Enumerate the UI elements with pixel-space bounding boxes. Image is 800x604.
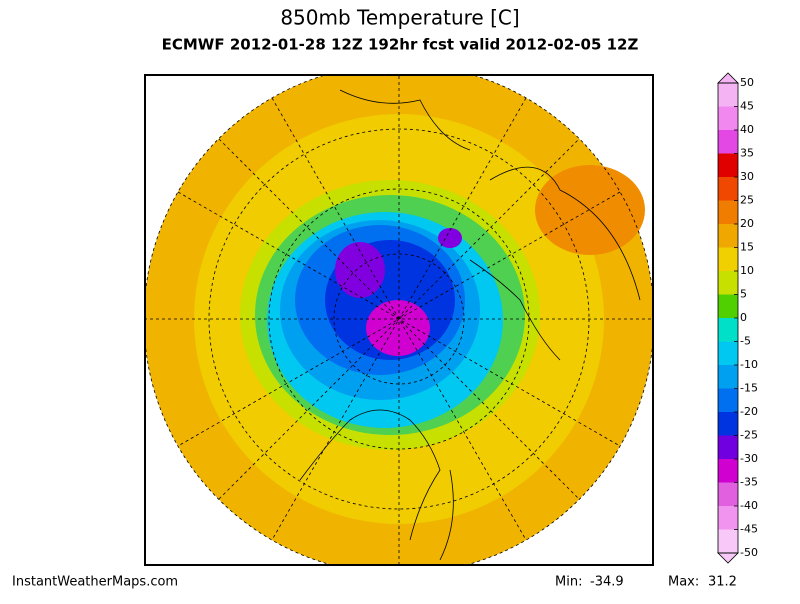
colorbar-tick-label: -45 bbox=[740, 523, 758, 536]
purple-spot bbox=[438, 228, 462, 248]
colorbar-tick-label: 35 bbox=[740, 147, 754, 160]
colorbar-segment bbox=[718, 200, 738, 224]
map-title: 850mb Temperature [C] bbox=[280, 6, 519, 30]
map-subtitle: ECMWF 2012-01-28 12Z 192hr fcst valid 20… bbox=[162, 36, 639, 54]
colorbar-segment bbox=[718, 247, 738, 271]
colorbar-tick-label: -30 bbox=[740, 452, 758, 465]
colorbar-tick-label: -35 bbox=[740, 476, 758, 489]
max-value: 31.2 bbox=[708, 575, 737, 590]
colorbar-segment bbox=[718, 341, 738, 365]
coastlines bbox=[299, 89, 641, 561]
map-field bbox=[145, 75, 653, 565]
colorbar-segment bbox=[718, 388, 738, 412]
graticule bbox=[145, 75, 653, 565]
site-credit: InstantWeatherMaps.com bbox=[12, 575, 178, 590]
colorbar-segment bbox=[718, 506, 738, 530]
colorbar: 50454035302520151050-5-10-15-20-25-30-35… bbox=[717, 72, 758, 564]
colorbar-bottom-cap bbox=[717, 552, 739, 564]
magenta-area bbox=[366, 300, 430, 356]
min-value: -34.9 bbox=[590, 575, 624, 590]
colorbar-tick-label: -10 bbox=[740, 358, 758, 371]
colorbar-segment bbox=[718, 318, 738, 342]
colorbar-segment bbox=[718, 529, 738, 553]
colorbar-tick-label: 30 bbox=[740, 170, 754, 183]
colorbar-segment bbox=[718, 130, 738, 154]
map-frame bbox=[144, 74, 654, 566]
colorbar-segment bbox=[718, 224, 738, 248]
min-label: Min: bbox=[555, 575, 582, 590]
colorbar-segment bbox=[718, 435, 738, 459]
colorbar-tick-label: 50 bbox=[740, 76, 754, 89]
colorbar-tick-label: -40 bbox=[740, 499, 758, 512]
colorbar-tick-label: 45 bbox=[740, 100, 754, 113]
colorbar-tick-label: -25 bbox=[740, 429, 758, 442]
colorbar-segment bbox=[718, 482, 738, 506]
colorbar-segment bbox=[718, 153, 738, 177]
colorbar-segment bbox=[718, 106, 738, 130]
colorbar-segment bbox=[718, 459, 738, 483]
colorbar-segment bbox=[718, 412, 738, 436]
colorbar-segment bbox=[718, 177, 738, 201]
colorbar-segment bbox=[718, 294, 738, 318]
colorbar-top-cap bbox=[717, 72, 739, 84]
colorbar-tick-label: -20 bbox=[740, 405, 758, 418]
colorbar-segment bbox=[718, 83, 738, 107]
colorbar-tick-label: 15 bbox=[740, 241, 754, 254]
colorbar-tick-label: 40 bbox=[740, 123, 754, 136]
colorbar-segment bbox=[718, 271, 738, 295]
colorbar-tick-label: 0 bbox=[740, 311, 747, 324]
colorbar-segment bbox=[718, 365, 738, 389]
colorbar-tick-label: 25 bbox=[740, 194, 754, 207]
max-label: Max: bbox=[668, 575, 699, 590]
colorbar-tick-label: 10 bbox=[740, 264, 754, 277]
colorbar-tick-label: -15 bbox=[740, 382, 758, 395]
colorbar-tick-label: -5 bbox=[740, 335, 751, 348]
colorbar-tick-label: -50 bbox=[740, 546, 758, 559]
colorbar-tick-label: 20 bbox=[740, 217, 754, 230]
purple-area bbox=[335, 242, 385, 298]
colorbar-tick-label: 5 bbox=[740, 288, 747, 301]
